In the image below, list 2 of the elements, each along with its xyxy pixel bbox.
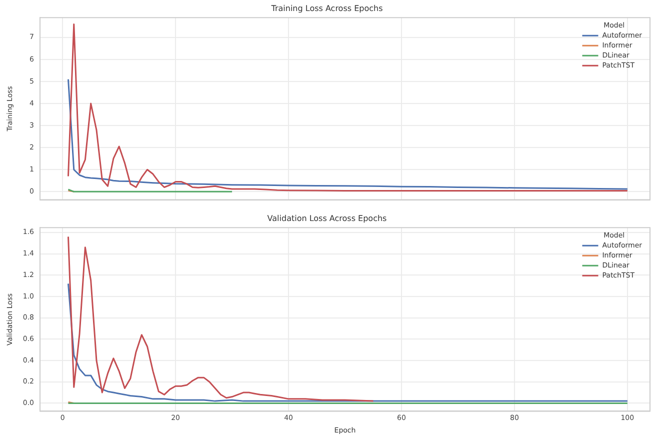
chart-title: Training Loss Across Epochs [270,4,383,13]
chart-title: Validation Loss Across Epochs [267,214,387,223]
